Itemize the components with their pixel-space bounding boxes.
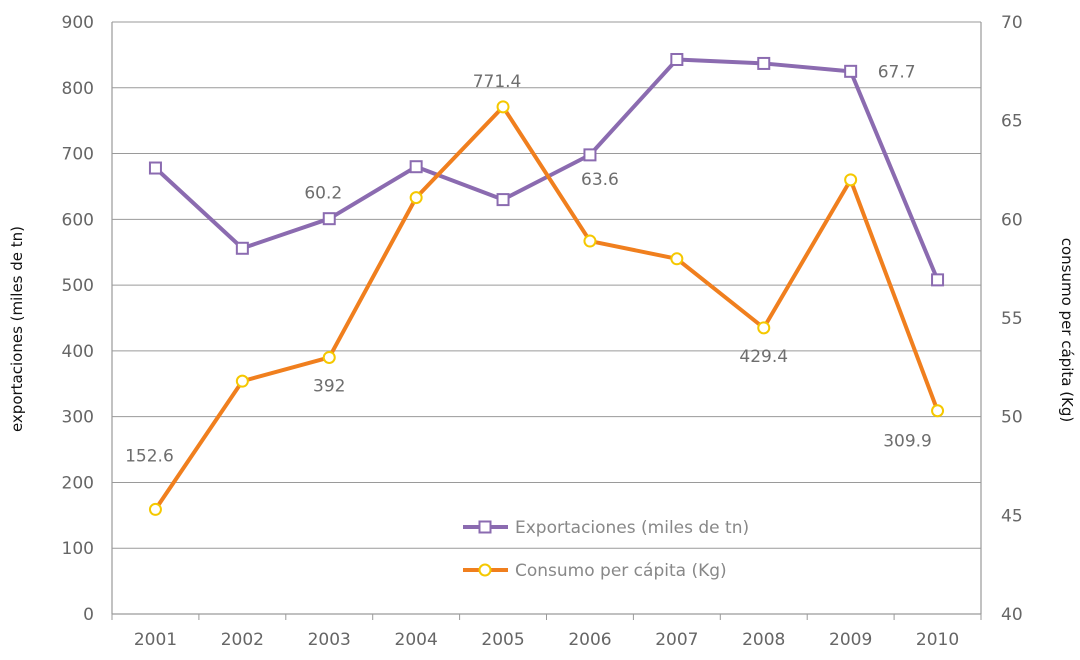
data-label: 63.6: [581, 170, 619, 190]
data-label: 67.7: [878, 62, 916, 82]
series-marker-square: [583, 148, 597, 162]
series-marker-circle: [757, 321, 771, 335]
series-line-1: [153, 104, 940, 511]
series-marker-circle: [322, 350, 336, 364]
y-left-tick-label: 400: [62, 342, 94, 362]
legend: Exportaciones (miles de tn) Consumo per …: [463, 518, 749, 581]
series-marker-circle: [496, 100, 510, 114]
y-left-tick-label: 300: [62, 408, 94, 428]
series: [148, 52, 945, 516]
x-tick-label: 2009: [829, 630, 872, 650]
axes: 0 100 200 300 400 500 600 700 800 900 40 45 50 55 60 65…: [62, 13, 1023, 650]
y-left-tick-label: 700: [62, 145, 94, 165]
x-tick-label: 2010: [916, 630, 959, 650]
y-left-tick-label: 100: [62, 539, 94, 559]
y-axis-left-title: exportaciones (miles de tn): [8, 226, 26, 432]
series-marker-square: [322, 212, 336, 226]
series-marker-circle: [583, 234, 597, 248]
x-tick-label: 2004: [395, 630, 438, 650]
series-marker-square: [409, 160, 423, 174]
series-marker-square: [148, 161, 162, 175]
y-left-tick-label: 200: [62, 473, 94, 493]
legend-item-consumo: Consumo per cápita (Kg): [463, 561, 727, 581]
y-left-tick-label: 600: [62, 210, 94, 230]
y-left-tick-label: 0: [83, 605, 94, 625]
y-right-tick-label: 45: [1001, 506, 1023, 526]
series-marker-circle: [148, 502, 162, 516]
legend-label-consumo: Consumo per cápita (Kg): [515, 561, 727, 581]
series-marker-circle: [670, 252, 684, 266]
y-right-tick-label: 55: [1001, 309, 1023, 329]
series-marker-square: [844, 64, 858, 78]
series-marker-square: [670, 52, 684, 66]
data-label: 152.6: [125, 446, 174, 466]
legend-marker-circle-icon: [478, 563, 492, 577]
series-marker-circle: [931, 404, 945, 418]
series-marker-circle: [409, 191, 423, 205]
x-tick-label: 2007: [655, 630, 698, 650]
x-tick-label: 2003: [308, 630, 351, 650]
x-tick-label: 2001: [134, 630, 177, 650]
x-tick-label: 2006: [568, 630, 611, 650]
data-label: 60.2: [304, 184, 342, 204]
data-label: 309.9: [883, 432, 932, 452]
x-tick-label: 2002: [221, 630, 264, 650]
series-marker-square: [757, 56, 771, 70]
series-marker-circle: [235, 374, 249, 388]
y-right-tick-label: 50: [1001, 408, 1023, 428]
y-axis-right-title: consumo per cápita (Kg): [1058, 238, 1076, 423]
legend-item-exportaciones: Exportaciones (miles de tn): [463, 518, 749, 538]
gridlines: [112, 21, 981, 549]
series-marker-square: [931, 273, 945, 287]
x-tick-label: 2005: [481, 630, 524, 650]
y-right-tick-label: 60: [1001, 210, 1023, 230]
data-labels: 152.6 392 60.2 771.4 63.6 429.4 67.7 309.9: [125, 62, 932, 466]
y-left-tick-label: 500: [62, 276, 94, 296]
y-left-tick-label: 900: [62, 13, 94, 33]
data-label: 429.4: [739, 347, 788, 367]
series-marker-square: [496, 193, 510, 207]
x-tick-label: 2008: [742, 630, 785, 650]
legend-marker-square-icon: [478, 520, 492, 534]
series-marker-circle: [844, 173, 858, 187]
y-right-tick-label: 70: [1001, 13, 1023, 33]
data-label: 392: [313, 376, 345, 396]
y-left-tick-label: 800: [62, 79, 94, 99]
y-right-tick-label: 65: [1001, 112, 1023, 132]
series-marker-square: [235, 241, 249, 255]
series-line-0: [154, 57, 940, 281]
y-right-tick-label: 40: [1001, 605, 1023, 625]
legend-label-exportaciones: Exportaciones (miles de tn): [515, 518, 749, 538]
data-label: 771.4: [473, 72, 522, 92]
